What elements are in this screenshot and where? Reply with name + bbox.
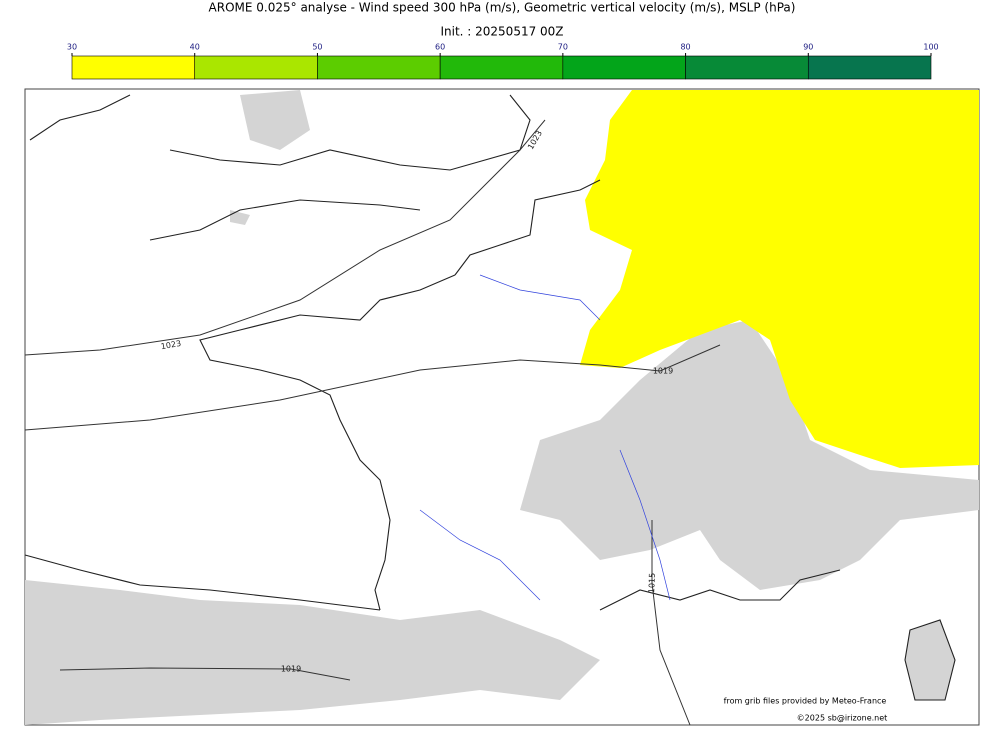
colorbar-tick-label: 80 — [680, 43, 690, 52]
subtitle: Init. : 20250517 00Z — [440, 25, 563, 39]
colorbar-segment — [685, 55, 809, 80]
colorbar-segment — [71, 55, 196, 80]
contour-label: 1015 — [647, 573, 657, 594]
contour-label: 1023 — [160, 339, 182, 351]
colorbar-tick-label: 100 — [923, 43, 938, 52]
isobar — [24, 344, 721, 431]
river — [419, 274, 671, 601]
colorbar-tick-label: 50 — [312, 43, 322, 52]
spain-coast — [24, 554, 381, 611]
colorbar-segment — [194, 55, 318, 80]
wind-yellow-area — [580, 90, 979, 468]
colorbar-segment — [439, 55, 564, 80]
uk-shading — [230, 90, 310, 225]
contour-label: 1019 — [653, 367, 673, 376]
corsica-shading — [905, 620, 955, 700]
uk-coast — [29, 94, 531, 241]
colorbar-tick-label: 60 — [435, 43, 445, 52]
isobar — [24, 119, 546, 356]
colorbar-segment — [807, 55, 932, 80]
alps-shading — [520, 320, 979, 590]
corsica-coast — [904, 619, 956, 701]
title: AROME 0.025° analyse - Wind speed 300 hP… — [209, 1, 796, 15]
colorbar-tick-label: 90 — [803, 43, 813, 52]
france-coast — [199, 179, 841, 611]
pyrenees-shading — [25, 580, 600, 725]
colorbar-segment — [317, 55, 441, 80]
credit-copyright: ©2025 sb@irizone.net — [797, 714, 888, 723]
colorbar-tick-label: 40 — [190, 43, 200, 52]
contour-label: 1019 — [281, 665, 301, 674]
colorbar: 30 40 50 60 70 80 90 100 — [67, 43, 939, 80]
colorbar-tick-label: 70 — [558, 43, 568, 52]
isobar — [59, 520, 691, 726]
map — [24, 88, 980, 726]
credit-source: from grib files provided by Meteo-France — [724, 697, 887, 706]
colorbar-tick-label: 30 — [67, 43, 77, 52]
colorbar-segment — [562, 55, 686, 80]
